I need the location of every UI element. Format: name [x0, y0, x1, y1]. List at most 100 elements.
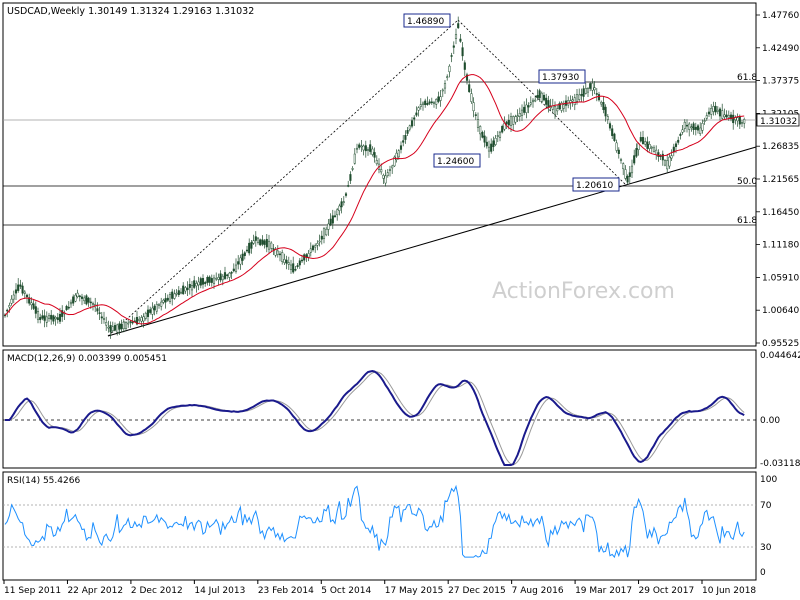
price-tick-label: 1.21565: [762, 175, 799, 185]
price-bar-body: [729, 114, 733, 120]
price-bar-body: [591, 82, 594, 91]
time-axis-label: 5 Oct 2014: [321, 586, 371, 596]
price-bar-body: [118, 323, 121, 330]
price-tick-label: 1.11180: [762, 241, 799, 251]
price-bar-body: [443, 83, 447, 89]
price-bar-body: [8, 305, 11, 308]
annotation-high-text: 1.46890: [407, 17, 444, 27]
price-bar-body: [19, 284, 22, 287]
price-bar-body: [714, 105, 717, 113]
price-bar-body: [34, 306, 37, 314]
price-bar-body: [366, 148, 370, 151]
price-bar-body: [74, 294, 77, 302]
price-bar-body: [481, 132, 484, 138]
price-bar-body: [263, 240, 266, 245]
price-bar-body: [140, 317, 143, 322]
price-bar-body: [428, 101, 431, 104]
price-bar-body: [738, 115, 741, 125]
price-bar-body: [523, 106, 526, 113]
price-bar-body: [23, 291, 26, 294]
price-bar-body: [518, 113, 521, 117]
price-bar-body: [120, 323, 123, 330]
price-bar-body: [39, 317, 42, 320]
price-bar-body: [219, 273, 222, 281]
price-tick-label: 1.37375: [762, 77, 799, 87]
price-bar-body: [327, 223, 330, 230]
price-bar-body: [441, 89, 444, 92]
price-panel: [2, 2, 757, 347]
price-bar-body: [595, 93, 598, 95]
price-bar-body: [316, 243, 319, 246]
time-axis-label: 22 Apr 2012: [67, 586, 123, 596]
price-bar-body: [138, 318, 141, 321]
price-bar-body: [43, 315, 46, 321]
price-bar-body: [201, 278, 205, 285]
price-bar-body: [641, 137, 645, 144]
price-bar-body: [435, 99, 438, 105]
price-bar-body: [727, 115, 730, 119]
price-bar-body: [437, 96, 440, 102]
annotation-high: 1.46890: [403, 13, 451, 28]
price-bar-body: [683, 121, 686, 129]
fib-label-upper: 61.8: [737, 73, 757, 83]
price-bar-body: [245, 249, 249, 252]
price-bar-body: [670, 155, 673, 159]
price-bar-body: [65, 306, 68, 310]
price-bar-body: [276, 250, 279, 255]
price-bar-body: [10, 298, 13, 304]
price-bar-body: [173, 293, 176, 299]
price-bar-body: [41, 315, 44, 319]
price-bar-body: [6, 309, 9, 312]
price-bar-body: [399, 145, 403, 150]
macd-line: [5, 369, 745, 466]
price-bar-body: [21, 285, 24, 294]
price-bar-body: [710, 108, 713, 115]
price-bar-body: [578, 94, 581, 100]
price-bar-body: [14, 289, 18, 294]
price-bar-body: [151, 307, 154, 315]
price-bar-body: [186, 287, 189, 291]
price-bar-body: [685, 124, 689, 127]
price-bar-body: [644, 141, 647, 145]
price-bar-body: [89, 301, 92, 304]
price-bar-body: [309, 248, 312, 253]
price-bar-body: [67, 306, 70, 309]
price-bar-body: [283, 259, 286, 263]
price-bar-body: [615, 142, 618, 151]
macd-title: MACD(12,26,9) 0.003399 0.005451: [7, 354, 167, 364]
price-bar-body: [210, 278, 213, 283]
rsi-tick-0: 0: [760, 568, 766, 578]
price-bar-body: [111, 326, 114, 331]
price-bar-body: [679, 133, 682, 136]
price-bar-body: [223, 272, 227, 279]
price-bar-body: [490, 143, 493, 152]
price-bar-body: [430, 101, 433, 104]
price-bar-body: [333, 215, 337, 217]
price-bar-body: [589, 83, 592, 89]
price-bar-body: [76, 292, 79, 298]
price-bar-body: [155, 303, 158, 312]
price-bar-body: [281, 252, 284, 262]
price-bar-body: [509, 116, 513, 126]
price-bar-body: [476, 119, 480, 128]
time-axis-label: 14 Jul 2013: [194, 586, 245, 596]
macd-signal-line: [5, 371, 745, 466]
price-bar-body: [505, 121, 508, 125]
price-bar-body: [296, 265, 299, 267]
price-bar-body: [606, 116, 609, 120]
price-bar-body: [540, 92, 543, 102]
price-bar-body: [78, 295, 81, 298]
price-bar-body: [560, 102, 563, 111]
rsi-tick-30: 30: [760, 543, 772, 553]
price-bar-body: [692, 123, 695, 130]
price-bar-body: [69, 301, 73, 305]
price-bar-body: [208, 276, 211, 283]
price-bar-body: [514, 116, 517, 123]
time-axis-label: 19 Mar 2017: [575, 586, 632, 596]
annotation-low-text: 1.20610: [576, 181, 613, 191]
price-bar-body: [344, 193, 348, 196]
time-axis-label: 11 Sep 2011: [4, 586, 61, 596]
price-bar-body: [320, 235, 323, 240]
price-bar-body: [371, 148, 374, 155]
price-bar-body: [358, 144, 361, 148]
